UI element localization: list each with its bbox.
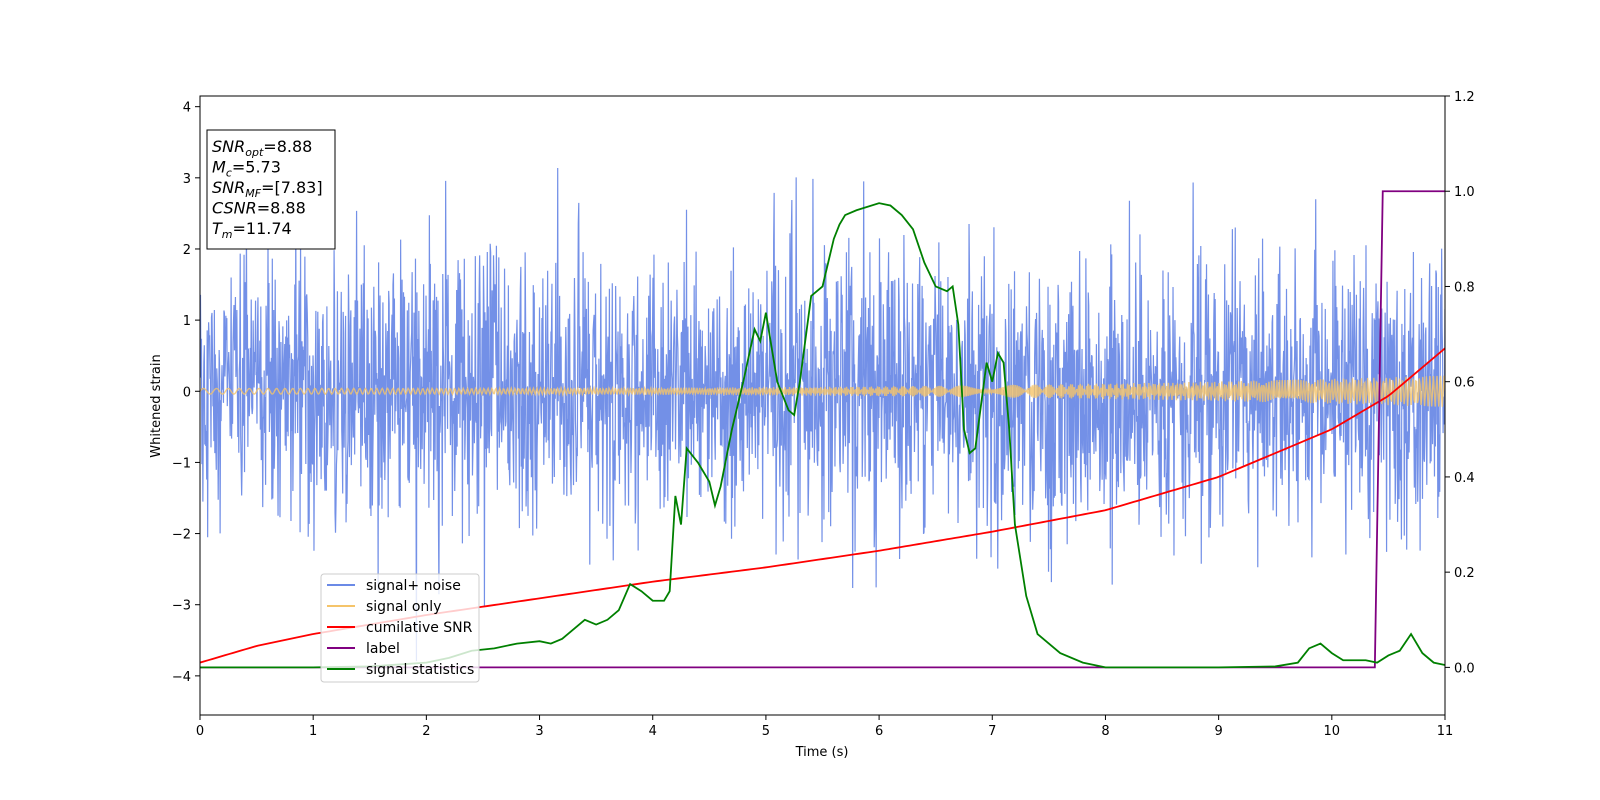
y2-tick-label: 0.4 bbox=[1454, 471, 1475, 486]
x-tick-label: 2 bbox=[422, 724, 430, 739]
y2-tick-label: 0.6 bbox=[1454, 376, 1475, 391]
x-tick-label: 1 bbox=[309, 724, 317, 739]
annotation-line: CSNR=8.88 bbox=[212, 199, 306, 218]
annotation-line: Mc=5.73 bbox=[212, 158, 281, 180]
legend-label-signal-statistics: signal statistics bbox=[366, 662, 474, 678]
x-tick-label: 4 bbox=[649, 724, 657, 739]
legend-label-signal-noise: signal+ noise bbox=[366, 578, 461, 594]
y2-tick-label: 0.2 bbox=[1454, 566, 1475, 581]
y-tick-label: −1 bbox=[172, 456, 191, 471]
x-axis: 0 1 2 3 4 5 6 7 8 9 10 11 bbox=[196, 715, 1453, 739]
y-tick-label: 2 bbox=[183, 243, 191, 258]
y2-tick-label: 1.0 bbox=[1454, 185, 1475, 200]
y-tick-label: 0 bbox=[183, 385, 191, 400]
annotation-line: SNRopt=8.88 bbox=[212, 137, 312, 159]
x-tick-label: 8 bbox=[1101, 724, 1109, 739]
plot-frame bbox=[199, 95, 1446, 716]
y2-tick-label: 0.0 bbox=[1454, 661, 1475, 676]
y-axis-label: Whitened strain bbox=[149, 354, 164, 457]
x-axis-label: Time (s) bbox=[795, 745, 849, 760]
y-tick-label: −3 bbox=[172, 599, 191, 614]
y-tick-label: 1 bbox=[183, 314, 191, 329]
x-tick-label: 6 bbox=[875, 724, 883, 739]
series-layer bbox=[200, 168, 1445, 669]
y2-tick-label: 1.2 bbox=[1454, 90, 1475, 105]
x-tick-label: 9 bbox=[1214, 724, 1222, 739]
legend-frame bbox=[320, 573, 480, 683]
y-tick-label: −2 bbox=[172, 528, 191, 543]
legend-label-label: label bbox=[366, 641, 400, 657]
stats-annotation: SNRopt=8.88Mc=5.73SNRMF=[7.83]CSNR=8.88T… bbox=[206, 129, 336, 250]
y-axis-left: −4 −3 −2 −1 0 1 2 3 4 bbox=[172, 101, 200, 685]
y-tick-label: 4 bbox=[183, 101, 191, 116]
x-tick-label: 7 bbox=[988, 724, 996, 739]
y2-tick-label: 0.8 bbox=[1454, 280, 1475, 295]
annotation-box-frame bbox=[206, 129, 336, 250]
annotation-line: Tm=11.74 bbox=[212, 219, 292, 241]
x-tick-label: 10 bbox=[1324, 724, 1341, 739]
legend-label-cumilative-snr: cumilative SNR bbox=[366, 620, 473, 636]
y-axis-right: 0.0 0.2 0.4 0.6 0.8 1.0 1.2 bbox=[1445, 90, 1475, 676]
x-tick-label: 5 bbox=[762, 724, 770, 739]
legend-label-signal-only: signal only bbox=[366, 599, 441, 615]
x-tick-label: 11 bbox=[1437, 724, 1454, 739]
legend: signal+ noise signal only cumilative SNR la… bbox=[320, 573, 480, 683]
y-tick-label: 3 bbox=[183, 172, 191, 187]
series-signal-noise bbox=[200, 168, 1445, 662]
series-label bbox=[200, 190, 1445, 669]
annotation-line: SNRMF=[7.83] bbox=[212, 178, 323, 200]
x-tick-label: 0 bbox=[196, 724, 204, 739]
series-signal-only bbox=[200, 375, 1445, 407]
y-tick-label: −4 bbox=[172, 670, 191, 685]
series-signal-statistics bbox=[200, 202, 1445, 669]
x-tick-label: 3 bbox=[535, 724, 543, 739]
